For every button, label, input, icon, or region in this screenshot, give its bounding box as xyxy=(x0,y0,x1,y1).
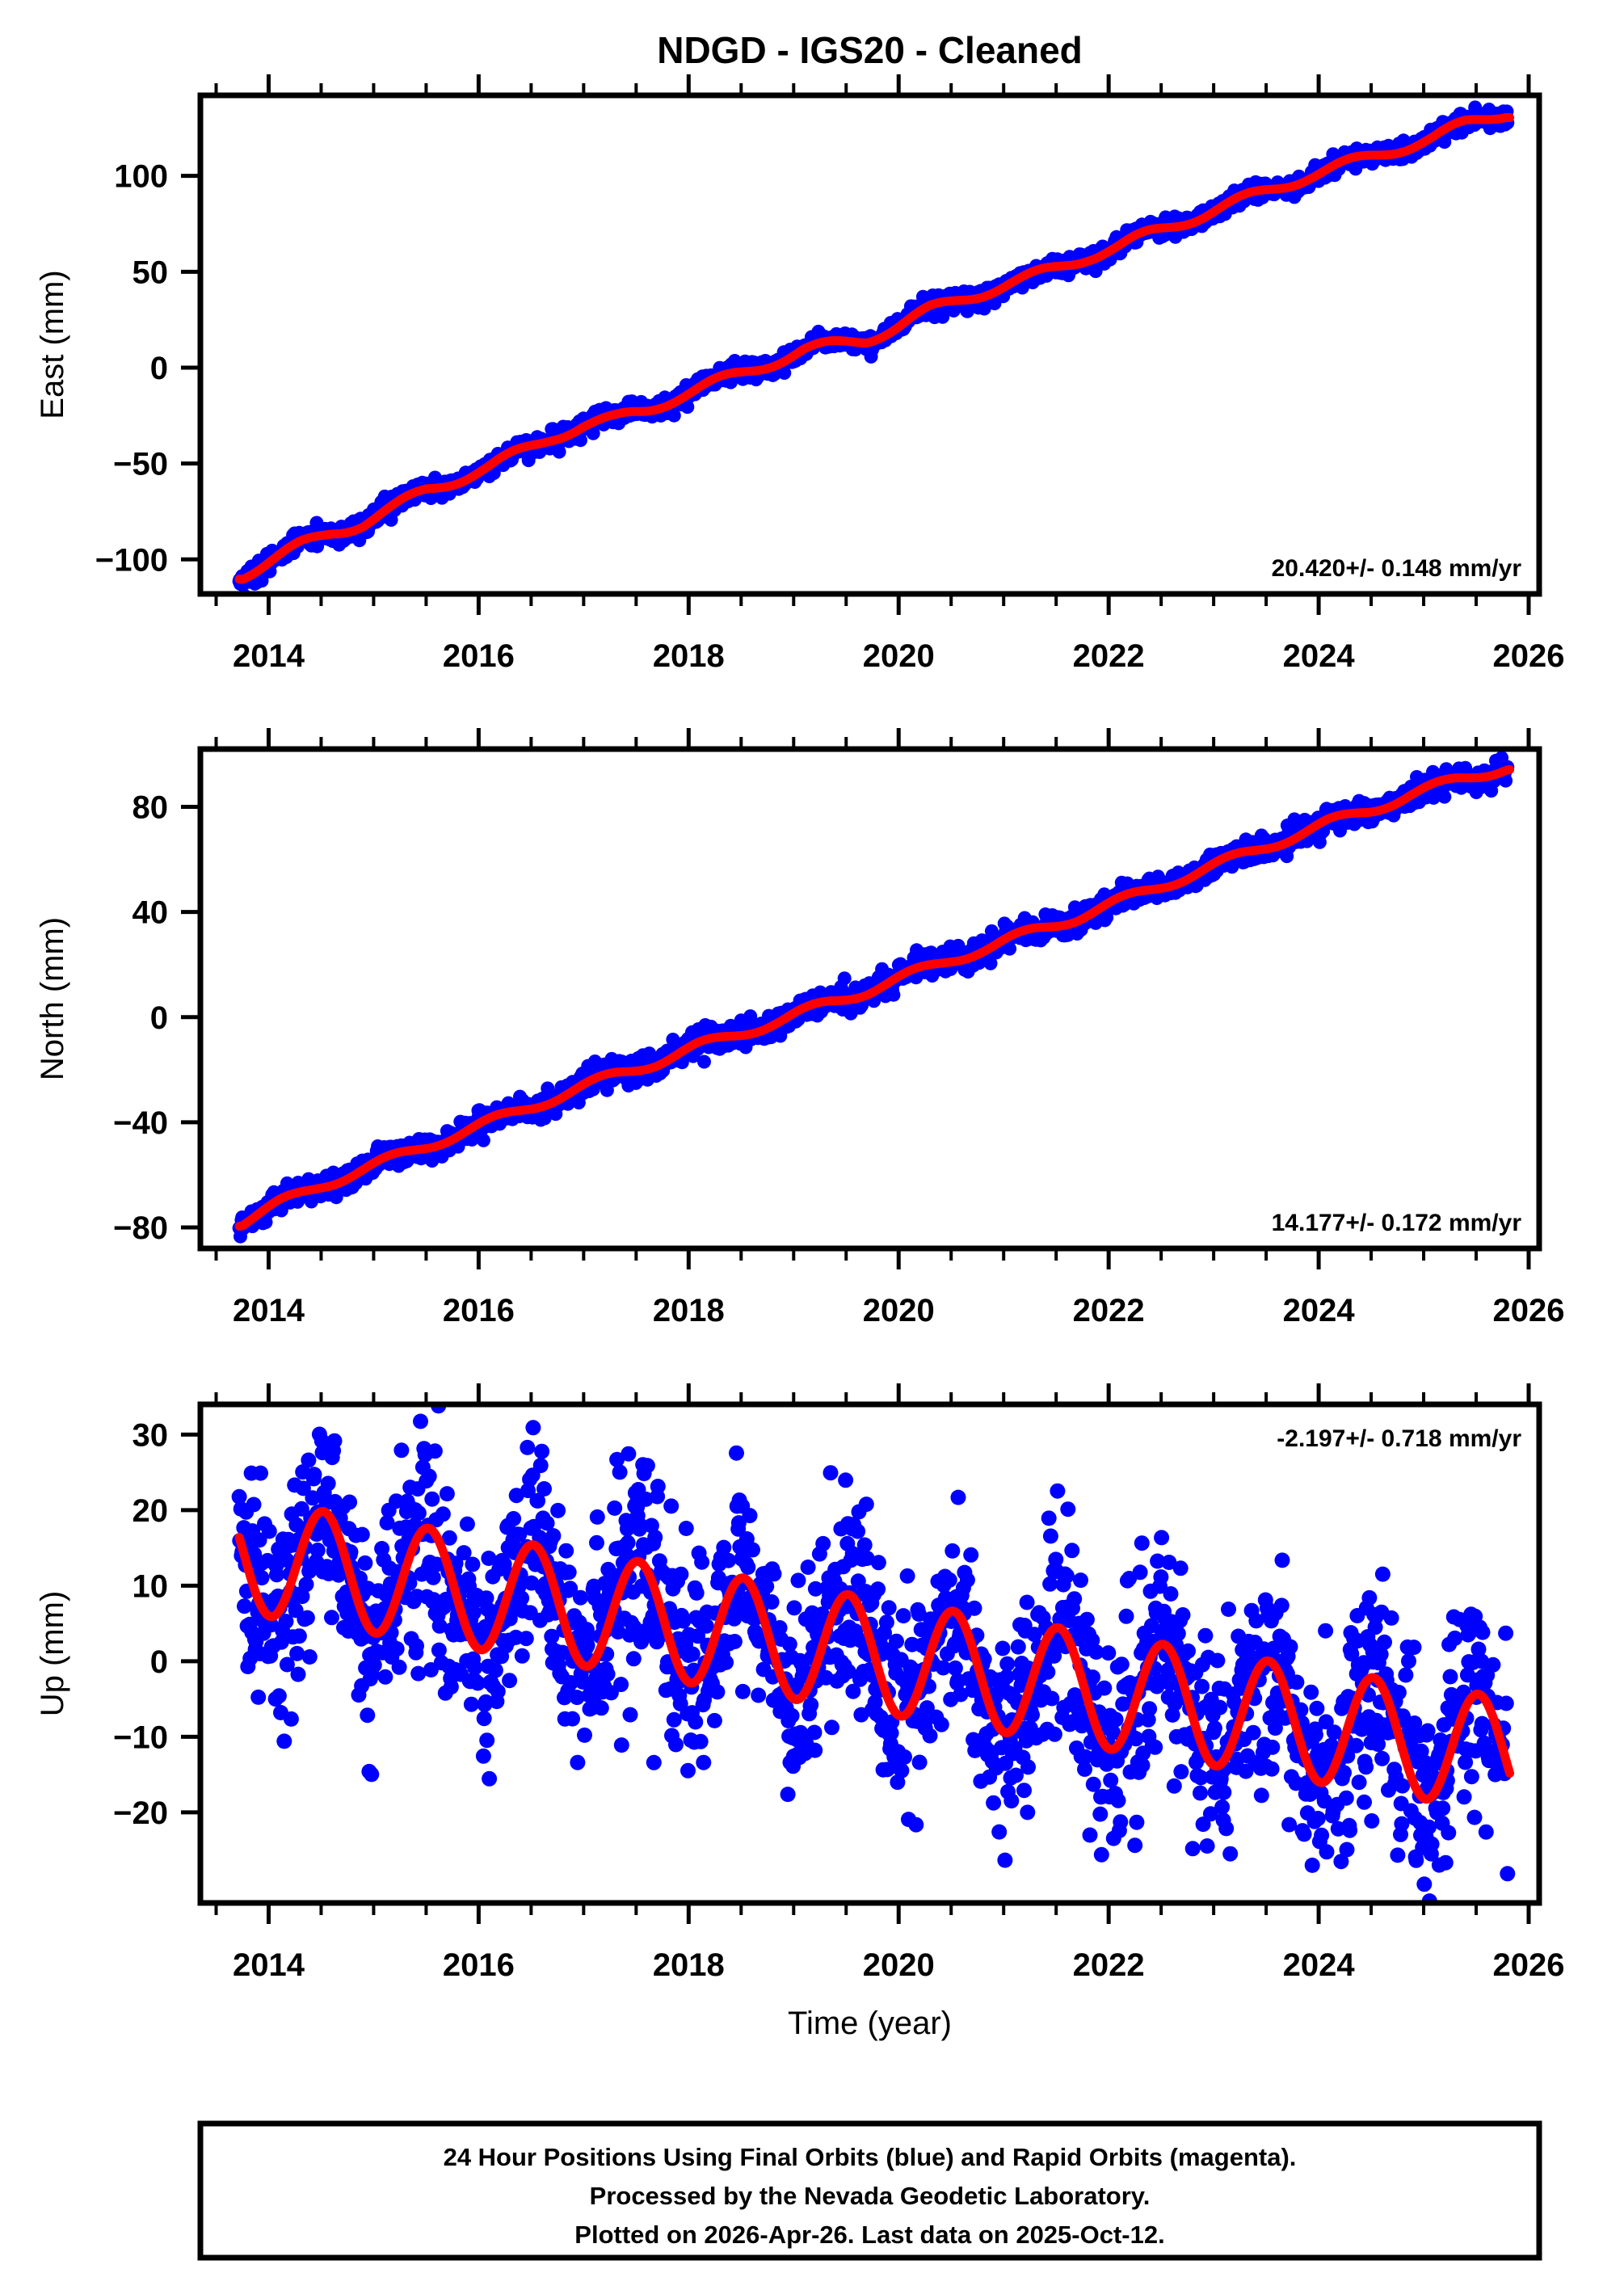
model-fit-line-east xyxy=(234,113,1515,584)
y-tick-label-up-2: 0 xyxy=(150,1644,168,1680)
model-fit-line-up xyxy=(234,1507,1515,1804)
x-tick-label-east-1: 2016 xyxy=(443,638,515,674)
plot-area-up xyxy=(231,1404,1516,1903)
plot-frame-up xyxy=(197,1401,1542,1906)
x-tick-label-east-2: 2018 xyxy=(653,638,725,674)
x-tick-label-north-0: 2014 xyxy=(233,1293,305,1328)
footer-box: 24 Hour Positions Using Final Orbits (bl… xyxy=(197,2120,1542,2261)
rate-label-north: 14.177+/- 0.172 mm/yr xyxy=(1272,1210,1522,1236)
y-tick-label-up-4: 20 xyxy=(133,1493,169,1529)
y-tick-label-east-4: 100 xyxy=(114,159,168,195)
footer-frame xyxy=(197,2120,1542,2261)
rate-label-east: 20.420+/- 0.148 mm/yr xyxy=(1272,555,1522,582)
y-axis-label-up: Up (mm) xyxy=(35,1591,70,1717)
x-tick-label-up-6: 2026 xyxy=(1493,1947,1565,1983)
x-tick-label-up-4: 2022 xyxy=(1073,1947,1145,1983)
x-tick-label-east-0: 2014 xyxy=(233,638,305,674)
y-axis-label-east: East (mm) xyxy=(35,270,70,419)
y-tick-label-up-5: 30 xyxy=(133,1417,169,1453)
plot-area-east xyxy=(232,100,1515,594)
x-tick-label-north-1: 2016 xyxy=(443,1293,515,1328)
x-tick-label-east-3: 2020 xyxy=(863,638,935,674)
y-tick-label-north-1: −40 xyxy=(113,1105,168,1141)
y-tick-label-up-1: −10 xyxy=(113,1720,168,1755)
x-tick-label-north-5: 2024 xyxy=(1283,1293,1356,1328)
x-tick-label-north-6: 2026 xyxy=(1493,1293,1565,1328)
x-tick-label-up-5: 2024 xyxy=(1283,1947,1356,1983)
plot-area-north xyxy=(232,751,1515,1244)
x-tick-label-up-0: 2014 xyxy=(233,1947,305,1983)
footer-line-2: Processed by the Nevada Geodetic Laborat… xyxy=(590,2182,1151,2210)
panel-east: −100 −50 0 50 100 East (mm) 2014 2016 2018 2020 20… xyxy=(35,74,1564,674)
y-tick-label-east-3: 50 xyxy=(133,255,169,290)
plot-frame-north xyxy=(197,746,1542,1252)
y-tick-label-east-0: −100 xyxy=(95,542,168,578)
x-tick-label-east-6: 2026 xyxy=(1493,638,1565,674)
model-fit-line-north xyxy=(234,764,1515,1231)
y-tick-label-north-0: −80 xyxy=(113,1210,168,1246)
chart-title: NDGD - IGS20 - Cleaned xyxy=(657,29,1083,71)
x-tick-label-north-3: 2020 xyxy=(863,1293,935,1328)
y-axis-label-north: North (mm) xyxy=(35,917,70,1080)
x-tick-label-up-3: 2020 xyxy=(863,1947,935,1983)
y-tick-label-east-1: −50 xyxy=(113,447,168,482)
y-tick-label-north-4: 80 xyxy=(133,790,169,826)
x-tick-label-north-2: 2018 xyxy=(653,1293,725,1328)
y-tick-label-up-3: 10 xyxy=(133,1568,169,1604)
y-tick-label-east-2: 0 xyxy=(150,351,168,386)
y-tick-label-north-2: 0 xyxy=(150,1000,168,1036)
footer-line-3: Plotted on 2026-Apr-26. Last data on 202… xyxy=(574,2221,1164,2249)
x-tick-label-up-2: 2018 xyxy=(653,1947,725,1983)
panel-north: −80 −40 0 40 80 North (mm) 2014 2016 2018 2020 202… xyxy=(35,728,1564,1328)
y-tick-label-up-0: −20 xyxy=(113,1795,168,1831)
y-tick-label-north-3: 40 xyxy=(133,895,169,931)
x-tick-label-up-1: 2016 xyxy=(443,1947,515,1983)
plot-frame-east xyxy=(197,92,1542,597)
x-tick-label-north-4: 2022 xyxy=(1073,1293,1145,1328)
x-axis-label: Time (year) xyxy=(788,2006,952,2041)
rate-label-up: -2.197+/- 0.718 mm/yr xyxy=(1277,1425,1521,1452)
footer-line-1: 24 Hour Positions Using Final Orbits (bl… xyxy=(444,2143,1297,2171)
x-tick-label-east-4: 2022 xyxy=(1073,638,1145,674)
x-tick-label-east-5: 2024 xyxy=(1283,638,1356,674)
panel-up: −20 −10 0 10 20 30 Up (mm) 2014 2016 2018 2020 2022… xyxy=(35,1383,1565,2041)
